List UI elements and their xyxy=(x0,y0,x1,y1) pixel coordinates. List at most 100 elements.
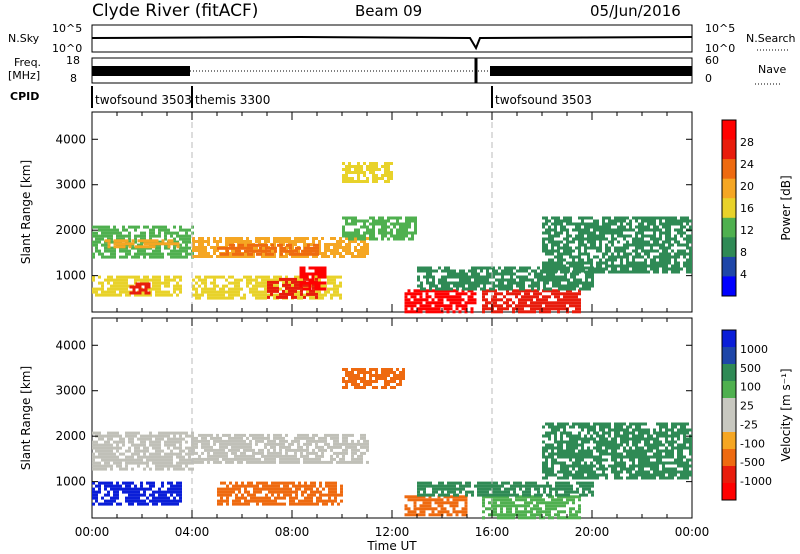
data-cell xyxy=(426,269,429,273)
data-cell xyxy=(689,240,692,244)
data-cell xyxy=(222,290,225,294)
data-cell xyxy=(231,281,234,285)
data-cell xyxy=(458,510,462,514)
data-cell xyxy=(149,440,152,444)
data-cell xyxy=(107,437,110,441)
data-cell xyxy=(176,440,179,444)
data-cell xyxy=(273,278,276,282)
data-cell xyxy=(292,502,295,506)
data-cell xyxy=(399,222,402,226)
cpid-label: CPID xyxy=(10,90,39,103)
data-cell xyxy=(396,368,399,371)
data-cell xyxy=(492,272,495,276)
data-cell xyxy=(485,292,488,296)
data-cell xyxy=(656,261,659,265)
data-cell xyxy=(644,240,647,244)
data-cell xyxy=(104,461,107,465)
data-cell xyxy=(387,171,390,174)
data-cell xyxy=(128,252,131,256)
data-cell xyxy=(668,216,671,220)
data-cell xyxy=(581,440,584,444)
data-cell xyxy=(219,460,222,464)
data-cell xyxy=(210,457,213,461)
data-cell xyxy=(587,449,590,453)
data-cell xyxy=(516,484,519,488)
data-cell xyxy=(116,275,119,279)
data-cell xyxy=(303,237,306,240)
data-cell xyxy=(286,249,289,253)
data-cell xyxy=(411,219,414,223)
data-cell xyxy=(420,266,423,270)
data-cell xyxy=(336,275,339,279)
data-cell xyxy=(566,231,569,235)
data-cell xyxy=(662,258,665,262)
data-cell xyxy=(125,287,128,291)
data-cell xyxy=(557,255,560,259)
data-cell xyxy=(557,234,560,238)
data-cell xyxy=(647,234,650,238)
data-cell xyxy=(605,228,608,232)
data-cell xyxy=(578,498,581,502)
data-cell xyxy=(560,504,563,508)
data-cell xyxy=(570,275,573,279)
data-cell xyxy=(250,484,253,488)
data-cell xyxy=(307,493,310,497)
data-cell xyxy=(348,433,351,437)
data-cell xyxy=(653,264,656,268)
data-cell xyxy=(339,275,342,279)
data-cell xyxy=(110,252,113,256)
data-cell xyxy=(226,490,229,494)
data-cell xyxy=(560,228,563,232)
data-cell xyxy=(351,380,354,383)
data-cell xyxy=(219,454,222,458)
data-cell xyxy=(170,487,173,491)
data-cell xyxy=(635,267,638,271)
data-cell xyxy=(339,237,342,240)
data-cell xyxy=(249,275,252,279)
data-cell xyxy=(632,258,635,262)
data-cell xyxy=(543,484,546,488)
data-cell xyxy=(144,291,148,295)
data-cell xyxy=(432,278,435,282)
data-cell xyxy=(404,307,408,311)
data-cell xyxy=(92,458,95,462)
data-cell xyxy=(286,481,289,485)
data-cell xyxy=(282,255,285,258)
data-cell xyxy=(431,301,435,305)
data-cell xyxy=(582,269,585,273)
data-cell xyxy=(405,219,408,223)
data-cell xyxy=(273,284,276,288)
data-cell xyxy=(545,231,548,235)
data-cell xyxy=(440,498,444,502)
data-cell xyxy=(578,243,581,247)
data-cell xyxy=(501,284,504,288)
data-cell xyxy=(336,243,339,246)
data-cell xyxy=(563,267,566,271)
data-cell xyxy=(560,495,563,499)
data-cell xyxy=(300,237,303,240)
data-cell xyxy=(573,275,576,279)
data-cell xyxy=(237,278,240,282)
data-cell xyxy=(569,304,572,308)
data-cell xyxy=(416,292,420,296)
data-cell xyxy=(149,458,152,462)
data-cell xyxy=(488,501,491,505)
data-cell xyxy=(143,278,146,282)
data-cell xyxy=(564,481,567,485)
data-cell xyxy=(182,437,185,441)
data-cell xyxy=(164,434,167,438)
data-cell xyxy=(581,428,584,432)
data-cell xyxy=(360,165,363,168)
data-cell xyxy=(128,245,132,249)
data-cell xyxy=(155,461,158,465)
data-cell xyxy=(231,240,234,243)
data-cell xyxy=(566,498,569,502)
data-cell xyxy=(578,443,581,447)
data-cell xyxy=(396,219,399,223)
data-cell xyxy=(134,293,137,297)
data-cell xyxy=(447,266,450,270)
data-cell xyxy=(336,442,339,446)
data-cell xyxy=(491,495,494,499)
data-cell xyxy=(576,490,579,494)
data-cell xyxy=(387,219,390,223)
